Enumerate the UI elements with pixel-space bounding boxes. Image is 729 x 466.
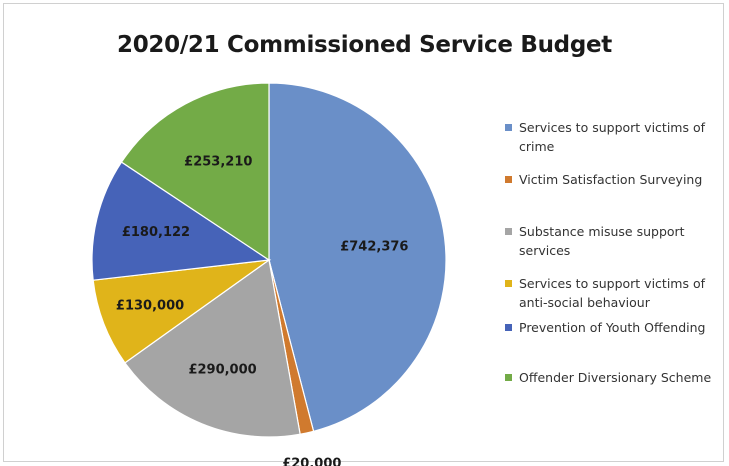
legend-item: Services to support victims of crime xyxy=(505,118,727,156)
legend-label: Substance misuse support xyxy=(519,224,685,239)
slice-value-label: £20,000 xyxy=(282,456,341,466)
legend-label: Services to support victims of xyxy=(519,120,705,135)
legend-label: anti-social behaviour xyxy=(519,295,650,310)
pie-slice xyxy=(124,258,301,438)
legend-item: Services to support victims of anti-socia… xyxy=(505,274,727,312)
slice-value-label: £742,376 xyxy=(340,240,408,255)
legend-label: Services to support victims of xyxy=(519,276,705,291)
legend-swatch xyxy=(505,374,512,381)
chart-title: 2020/21 Commissioned Service Budget xyxy=(117,32,612,58)
pie-slice xyxy=(268,82,447,433)
legend-swatch xyxy=(505,176,512,183)
legend-swatch xyxy=(505,228,512,235)
legend-label: Offender Diversionary Scheme xyxy=(519,370,712,385)
pie-slice xyxy=(91,161,271,281)
legend-item: Substance misuse support services xyxy=(505,222,727,260)
legend-swatch xyxy=(505,124,512,131)
legend-label: Victim Satisfaction Surveying xyxy=(519,172,703,187)
legend-label: crime xyxy=(519,139,555,154)
legend-label: Prevention of Youth Offending xyxy=(519,320,706,335)
pie-slice xyxy=(120,82,270,262)
legend-label: services xyxy=(519,243,571,258)
legend-item: Prevention of Youth Offending xyxy=(505,318,727,337)
legend-item: Victim Satisfaction Surveying xyxy=(505,170,727,189)
legend-item: Offender Diversionary Scheme xyxy=(505,368,727,387)
slice-value-label: £253,210 xyxy=(184,155,252,170)
slice-value-label: £130,000 xyxy=(116,299,184,314)
slice-value-label: £290,000 xyxy=(188,363,256,378)
legend-swatch xyxy=(505,324,512,331)
slice-value-label: £180,122 xyxy=(122,225,190,240)
legend-swatch xyxy=(505,280,512,287)
pie-slice xyxy=(92,259,272,364)
